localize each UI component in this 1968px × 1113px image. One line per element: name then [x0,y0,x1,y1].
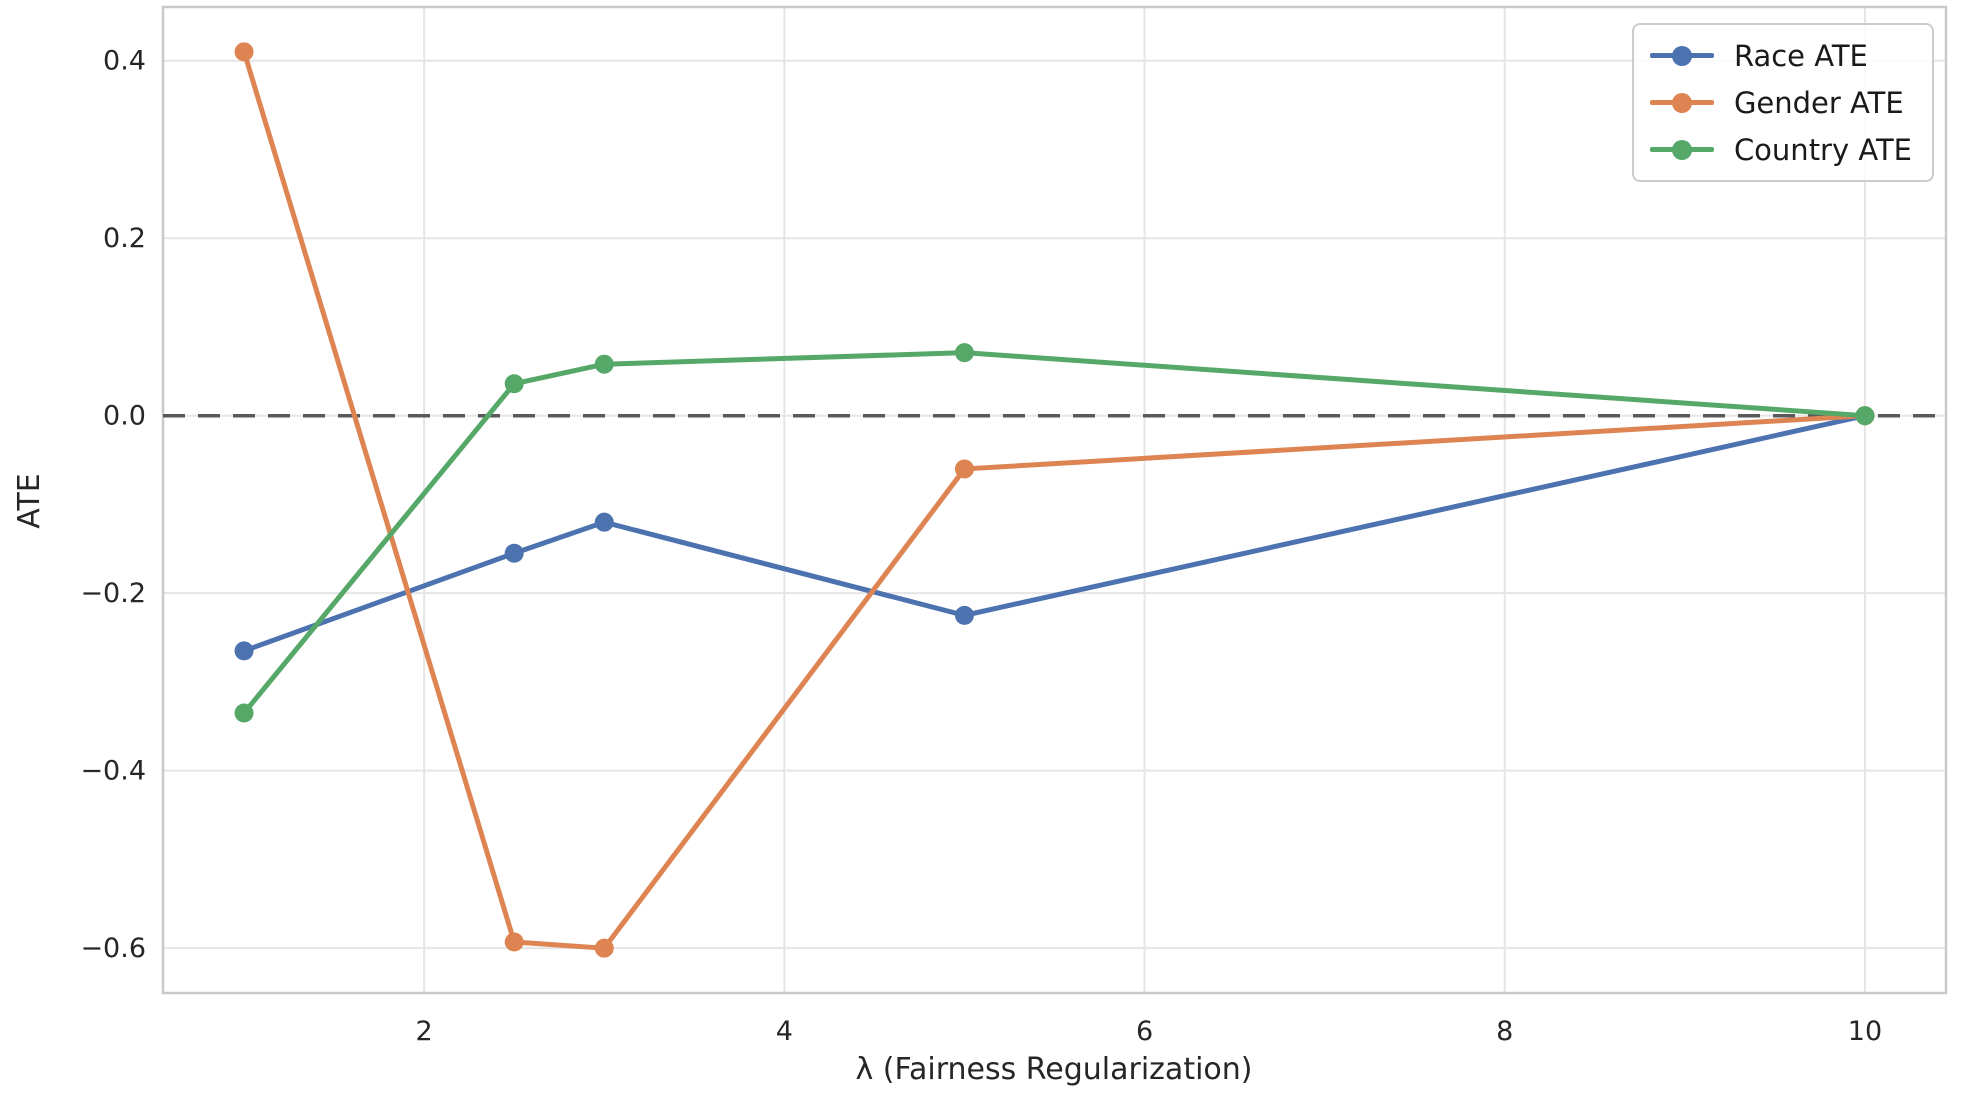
plot-border [161,5,1948,995]
data-point-gender-ate [234,42,254,62]
data-point-country-ate [954,343,974,363]
y-tick-label: 0.4 [103,46,146,77]
y-axis-label: ATE [12,473,47,529]
legend-line-marker-icon [1649,139,1714,160]
x-axis-label: λ (Fairness Regularization) [855,1052,1253,1087]
y-tick-label: −0.2 [80,578,146,609]
y-tick-label: −0.6 [80,933,146,964]
data-point-race-ate [594,512,614,532]
legend-line-marker-icon [1649,92,1714,113]
legend-item-race: Race ATE [1649,35,1912,76]
y-tick-label: −0.4 [80,756,146,787]
data-point-country-ate [234,703,254,723]
data-point-country-ate [1855,406,1875,426]
data-point-gender-ate [594,938,614,958]
series-line-race-ate [241,413,1868,654]
legend-item-country: Country ATE [1649,129,1912,170]
legend-label-country: Country ATE [1733,132,1912,167]
legend: Race ATE Gender ATE Country ATE [1631,23,1934,182]
legend-label-race: Race ATE [1733,38,1868,73]
data-point-gender-ate [954,459,974,479]
data-point-race-ate [504,543,524,563]
x-tick-label: 10 [1848,1016,1882,1047]
legend-item-gender: Gender ATE [1649,82,1912,123]
series-line-gender-ate [241,49,1868,951]
legend-line-marker-icon [1649,45,1714,66]
x-tick-label: 2 [416,1016,433,1047]
y-tick-label: 0.0 [103,401,146,432]
x-tick-label: 6 [1136,1016,1153,1047]
legend-label-gender: Gender ATE [1733,85,1904,120]
data-point-gender-ate [504,932,524,952]
series-line-country-ate [241,350,1868,716]
x-tick-label: 4 [776,1016,793,1047]
data-point-country-ate [594,354,614,374]
y-tick-label: 0.2 [103,223,146,254]
x-tick-label: 8 [1496,1016,1513,1047]
data-point-race-ate [954,605,974,625]
data-point-race-ate [234,641,254,661]
data-point-country-ate [504,374,524,394]
